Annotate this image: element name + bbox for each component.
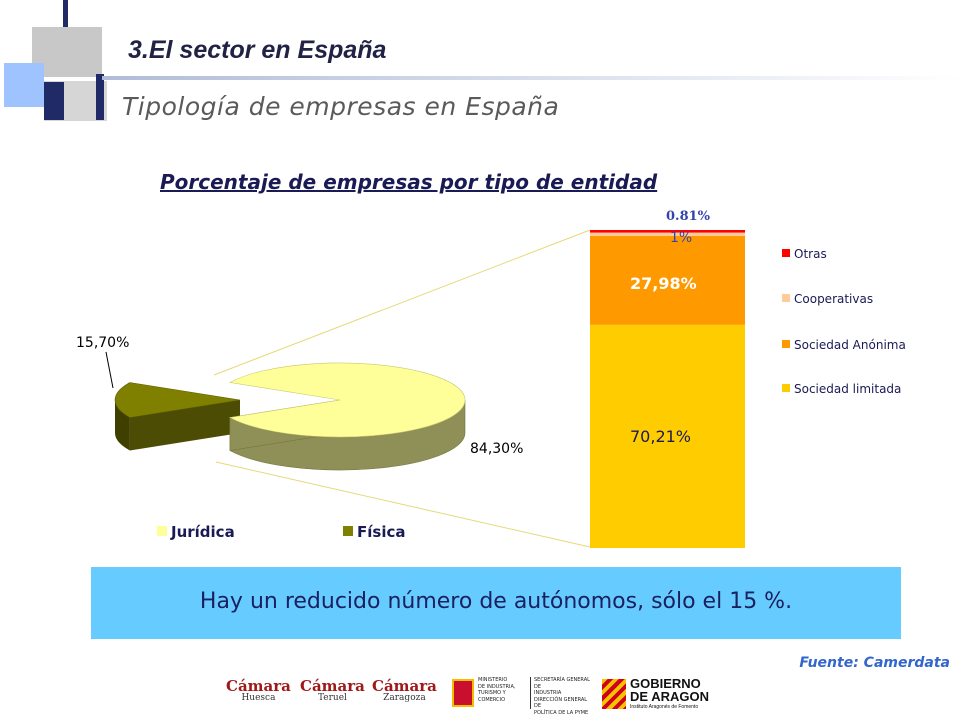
logo-camara-huesca-city: Huesca bbox=[241, 693, 276, 703]
legend-swatch-otras bbox=[782, 249, 790, 257]
ministry-line: DIRECCIÓN GENERAL DE bbox=[534, 696, 588, 710]
legend-label-fisica: Física bbox=[357, 523, 405, 541]
ministry-line: INDUSTRIA bbox=[534, 690, 562, 696]
bar-label-sociedad-anonima: 27,98% bbox=[630, 274, 697, 293]
header-decoration bbox=[0, 0, 960, 125]
logo-camara-teruel-name: Cámara bbox=[300, 677, 365, 695]
bar-label-sociedad-limitada: 70,21% bbox=[630, 427, 691, 446]
legend-swatch-sociedad-anonima bbox=[782, 340, 790, 348]
ministry-line: DE INDUSTRIA, bbox=[478, 683, 516, 690]
chart-title: Porcentaje de empresas por tipo de entid… bbox=[160, 170, 658, 194]
gobierno-line-1: GOBIERNO bbox=[630, 676, 701, 691]
gobierno-line-2: DE ARAGON bbox=[630, 689, 709, 704]
logo-camara-zaragoza-name: Cámara bbox=[372, 677, 437, 695]
legend-swatch-sociedad-limitada bbox=[782, 384, 790, 392]
logo-ministerio: MINISTERIO DE INDUSTRIA, TURISMO Y COMER… bbox=[452, 677, 592, 716]
logo-camara-teruel: Cámara Teruel bbox=[300, 677, 365, 703]
page-subtitle: Tipología de empresas en España bbox=[122, 92, 560, 121]
bar-label-cooperativas: 1% bbox=[670, 230, 692, 246]
bar-label-otras: 0.81% bbox=[666, 209, 711, 224]
logo-camara-zaragoza-city: Zaragoza bbox=[383, 693, 426, 703]
ministry-line: MINISTERIO bbox=[478, 677, 508, 683]
section-title: 3.El sector en España bbox=[128, 36, 387, 64]
bar-segment-sociedad-limitada bbox=[590, 324, 745, 548]
bar-segment-sociedad-an-nima bbox=[590, 235, 745, 325]
bar-segment-otras bbox=[590, 230, 745, 233]
gobierno-line-3: Instituto Aragonés de Fomento bbox=[630, 704, 699, 710]
ministry-line: POLÍTICA DE LA PYME bbox=[534, 709, 589, 716]
aragon-flag-icon bbox=[602, 679, 626, 709]
banner-text: Hay un reducido número de autónomos, sól… bbox=[199, 589, 793, 614]
logo-gobierno-aragon: GOBIERNO DE ARAGON Instituto Aragonés de… bbox=[602, 677, 732, 711]
source-note: Fuente: Camerdata bbox=[799, 655, 950, 671]
legend-label-sociedad-limitada: Sociedad limitada bbox=[794, 382, 901, 396]
logo-camara-zaragoza: Cámara Zaragoza bbox=[372, 677, 437, 703]
legend-label-cooperativas: Cooperativas bbox=[794, 292, 873, 306]
highlight-banner: Hay un reducido número de autónomos, sól… bbox=[91, 567, 901, 639]
stacked-bar bbox=[590, 230, 745, 548]
ministry-line: TURISMO Y bbox=[478, 690, 506, 696]
pie-slice-juridica bbox=[228, 362, 466, 471]
legend-swatch-juridica bbox=[157, 526, 167, 536]
legend-swatch-fisica bbox=[343, 526, 353, 536]
legend-label-sociedad-anonima: Sociedad Anónima bbox=[794, 338, 906, 352]
pie-slice-fisica bbox=[114, 382, 241, 451]
connector-line-top bbox=[213, 229, 591, 376]
logo-camara-teruel-city: Teruel bbox=[317, 693, 347, 703]
logo-camara-huesca: Cámara Huesca bbox=[226, 677, 291, 703]
pie-label-fisica: 15,70% bbox=[76, 335, 129, 351]
connector-line-bottom bbox=[215, 461, 591, 548]
pie-label-juridica: 84,30% bbox=[470, 441, 523, 457]
legend-label-otras: Otras bbox=[794, 247, 827, 261]
ministry-line: COMERCIO bbox=[478, 696, 506, 703]
legend-label-juridica: Jurídica bbox=[170, 523, 235, 541]
bar-segment-cooperativas bbox=[590, 232, 745, 236]
legend-swatch-cooperativas bbox=[782, 294, 790, 302]
coat-of-arms-icon bbox=[452, 679, 474, 707]
pie-label-leader bbox=[105, 351, 114, 389]
logo-camara-huesca-name: Cámara bbox=[226, 677, 291, 695]
ministry-line: SECRETARÍA GENERAL DE bbox=[534, 677, 590, 690]
